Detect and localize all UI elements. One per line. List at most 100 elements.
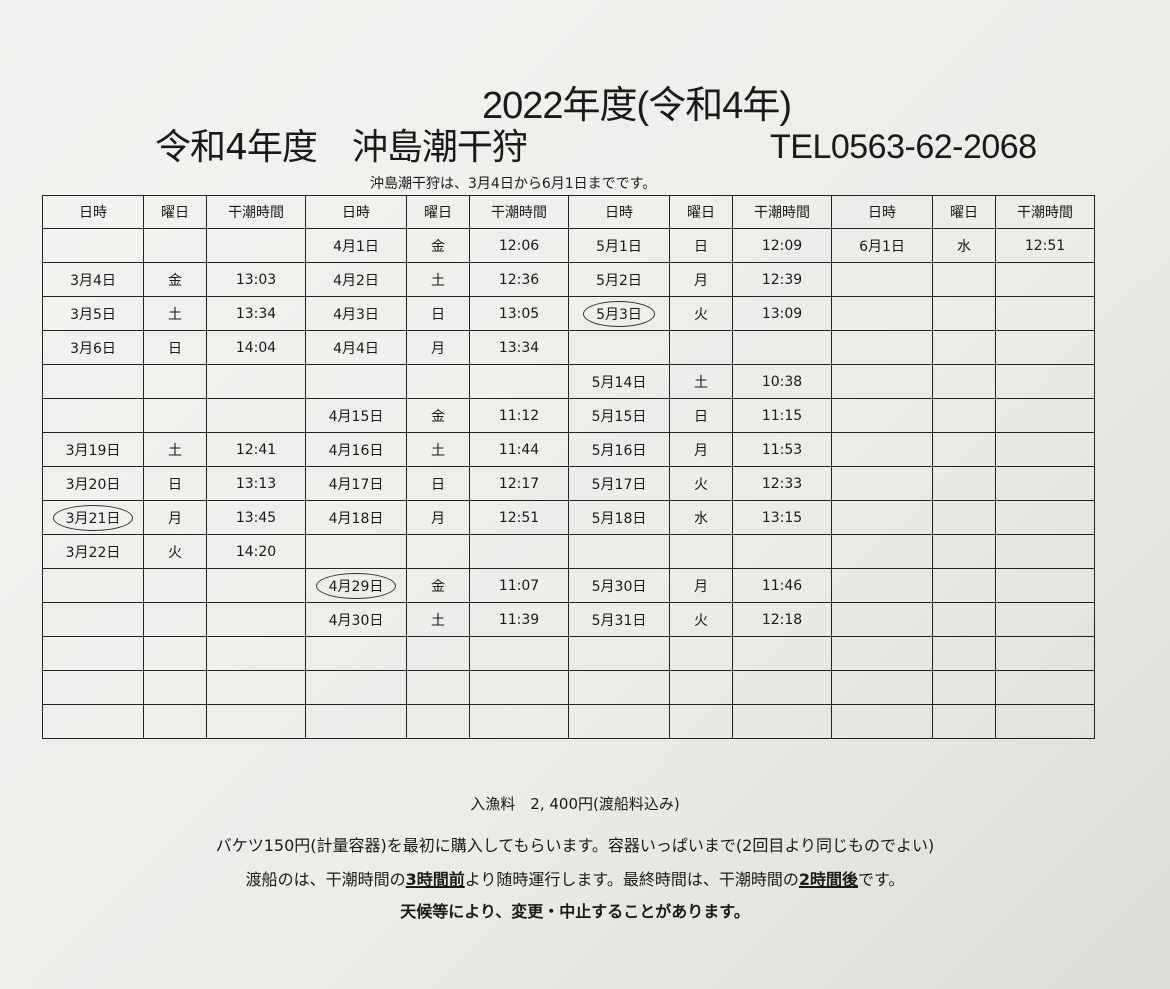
weekday-cell <box>143 228 207 263</box>
date-cell <box>305 364 407 399</box>
date-cell <box>831 398 933 433</box>
table-row: 3月4日金 13:03 4月2日土 12:36 5月2日月 12:39 <box>42 262 1095 297</box>
weekday-cell: 土 <box>669 364 733 399</box>
date-cell <box>831 636 933 671</box>
low-tide-time-cell <box>995 704 1095 739</box>
table-row: 4月1日金 12:06 5月1日日 12:09 6月1日水 12:51 <box>42 228 1095 263</box>
year-title: 2022年度(令和4年) <box>482 85 792 127</box>
weekday-cell <box>932 704 996 739</box>
low-tide-time-cell: 13:34 <box>206 296 306 331</box>
weekday-cell: 火 <box>669 466 733 501</box>
date-cell: 5月30日 <box>568 568 670 603</box>
column-header: 干潮時間 <box>732 195 832 229</box>
low-tide-time-cell <box>732 636 832 671</box>
weekday-cell: 火 <box>143 534 207 569</box>
low-tide-time-cell <box>732 330 832 365</box>
low-tide-time-cell: 12:36 <box>469 262 569 297</box>
low-tide-time-cell <box>732 704 832 739</box>
date-cell: 4月17日 <box>305 466 407 501</box>
date-cell: 4月4日 <box>305 330 407 365</box>
weekday-cell <box>406 704 470 739</box>
low-tide-time-cell <box>995 534 1095 569</box>
date-cell: 5月15日 <box>568 398 670 433</box>
ferry-text-c: より随時運行します。最終時間は、干潮時間の <box>464 870 799 889</box>
weekday-cell: 月 <box>669 432 733 467</box>
date-cell <box>42 602 144 637</box>
low-tide-time-cell: 13:03 <box>206 262 306 297</box>
low-tide-time-cell: 13:34 <box>469 330 569 365</box>
low-tide-time-cell: 13:05 <box>469 296 569 331</box>
weekday-cell: 土 <box>406 432 470 467</box>
column-header: 日時 <box>305 195 407 229</box>
weekday-cell <box>932 432 996 467</box>
weekday-cell: 金 <box>143 262 207 297</box>
weekday-cell <box>669 670 733 705</box>
date-cell <box>42 670 144 705</box>
date-cell <box>568 330 670 365</box>
date-cell <box>305 636 407 671</box>
low-tide-time-cell <box>469 364 569 399</box>
low-tide-time-cell <box>995 636 1095 671</box>
weekday-cell: 日 <box>669 228 733 263</box>
weekday-cell: 水 <box>932 228 996 263</box>
weekday-cell <box>143 364 207 399</box>
column-header: 干潮時間 <box>206 195 306 229</box>
weekday-cell <box>143 568 207 603</box>
phone-number: TEL0563-62-2068 <box>770 128 1037 166</box>
date-cell: 5月18日 <box>568 500 670 535</box>
weekday-cell: 金 <box>406 398 470 433</box>
low-tide-time-cell <box>469 670 569 705</box>
notice-text: 天候等により、変更・中止することがあります。 <box>400 902 750 921</box>
low-tide-time-cell: 12:33 <box>732 466 832 501</box>
date-cell <box>305 670 407 705</box>
column-header: 曜日 <box>932 195 996 229</box>
column-header: 曜日 <box>143 195 207 229</box>
date-cell: 4月29日 <box>305 568 407 603</box>
table-row: 3月19日土 12:41 4月16日土 11:44 5月16日月 11:53 <box>42 432 1095 467</box>
date-cell <box>305 704 407 739</box>
date-cell: 4月30日 <box>305 602 407 637</box>
weekday-cell: 火 <box>669 602 733 637</box>
weekday-cell: 土 <box>143 296 207 331</box>
low-tide-time-cell: 14:20 <box>206 534 306 569</box>
low-tide-time-cell <box>995 364 1095 399</box>
weekday-cell <box>669 704 733 739</box>
date-cell <box>568 704 670 739</box>
table-row <box>42 670 1095 705</box>
low-tide-time-cell: 12:41 <box>206 432 306 467</box>
low-tide-time-cell: 11:53 <box>732 432 832 467</box>
column-header: 曜日 <box>406 195 470 229</box>
weekday-cell <box>932 500 996 535</box>
low-tide-time-cell: 12:51 <box>995 228 1095 263</box>
date-cell: 5月14日 <box>568 364 670 399</box>
low-tide-time-cell <box>995 568 1095 603</box>
date-cell: 5月31日 <box>568 602 670 637</box>
column-header: 曜日 <box>669 195 733 229</box>
table-row: 3月21日月 13:45 4月18日月 12:51 5月18日水 13:15 <box>42 500 1095 535</box>
low-tide-time-cell: 11:12 <box>469 398 569 433</box>
date-cell: 5月16日 <box>568 432 670 467</box>
column-header: 日時 <box>568 195 670 229</box>
weekday-cell <box>932 262 996 297</box>
table-header-row: 日時 曜日 干潮時間 日時 曜日 干潮時間 日時 曜日 干潮時間 日時 曜日 干潮時間 <box>42 195 1095 229</box>
date-cell <box>42 704 144 739</box>
ferry-emphasis-before: 3時間前 <box>405 870 465 889</box>
date-cell: 5月17日 <box>568 466 670 501</box>
column-header: 日時 <box>42 195 144 229</box>
weekday-cell: 金 <box>406 228 470 263</box>
date-cell: 4月16日 <box>305 432 407 467</box>
date-cell <box>831 330 933 365</box>
column-header: 干潮時間 <box>995 195 1095 229</box>
weekday-cell <box>143 636 207 671</box>
date-cell <box>831 432 933 467</box>
season-period: 沖島潮干狩は、3月4日から6月1日までです。 <box>370 176 657 192</box>
date-cell: 3月20日 <box>42 466 144 501</box>
circled-date: 5月3日 <box>583 300 655 327</box>
date-cell: 4月1日 <box>305 228 407 263</box>
weekday-cell <box>932 466 996 501</box>
date-cell <box>568 670 670 705</box>
low-tide-time-cell <box>995 296 1095 331</box>
weekday-cell <box>932 568 996 603</box>
weekday-cell <box>143 602 207 637</box>
weekday-cell: 水 <box>669 500 733 535</box>
